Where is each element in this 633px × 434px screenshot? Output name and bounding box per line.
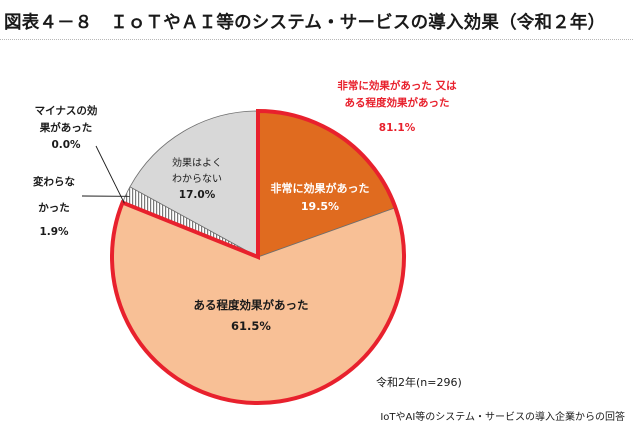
chart-title: 図表４－８ ＩｏＴやＡＩ等のシステム・サービスの導入効果（令和２年）: [4, 13, 606, 33]
annotation-line-2: ある程度効果があった: [345, 96, 450, 109]
highlight-outline: [110, 108, 406, 405]
label-some-line-1: ある程度効果があった: [194, 298, 309, 312]
label-unchanged-value: 1.9%: [39, 226, 69, 238]
label-unknown-line-1: 効果はよく: [172, 156, 222, 169]
sample-size-note: 令和2年(n=296): [376, 375, 462, 389]
label-unchanged-line-2: かった: [38, 202, 70, 214]
annotation-line-1: 非常に効果があった 又は: [337, 79, 457, 92]
label-very-value: 19.5%: [301, 200, 339, 213]
source-note: IoTやAI等のシステム・サービスの導入企業からの回答: [380, 410, 625, 423]
label-unchanged-line-1: 変わらな: [33, 175, 75, 188]
highlight-outline-path: [110, 108, 406, 405]
pie-slice-4: [129, 110, 259, 258]
label-minus-value: 0.0%: [51, 139, 81, 151]
label-minus-line-1: マイナスの効: [35, 104, 98, 117]
title-divider: [0, 39, 633, 40]
pie-slices: [111, 110, 405, 404]
slice-labels: 非常に効果があった 又は ある程度効果があった 81.1% マイナスの効 果があ…: [33, 79, 625, 423]
label-very-line-1: 非常に効果があった: [271, 181, 370, 195]
leader-lines: [81, 145, 130, 204]
label-some-value: 61.5%: [231, 319, 271, 333]
label-unknown-value: 17.0%: [179, 189, 216, 201]
label-minus-line-2: 果があった: [39, 121, 93, 134]
label-unknown-line-2: わからない: [172, 173, 222, 185]
leader-line-minus: [95, 145, 125, 204]
annotation-value: 81.1%: [379, 122, 416, 134]
